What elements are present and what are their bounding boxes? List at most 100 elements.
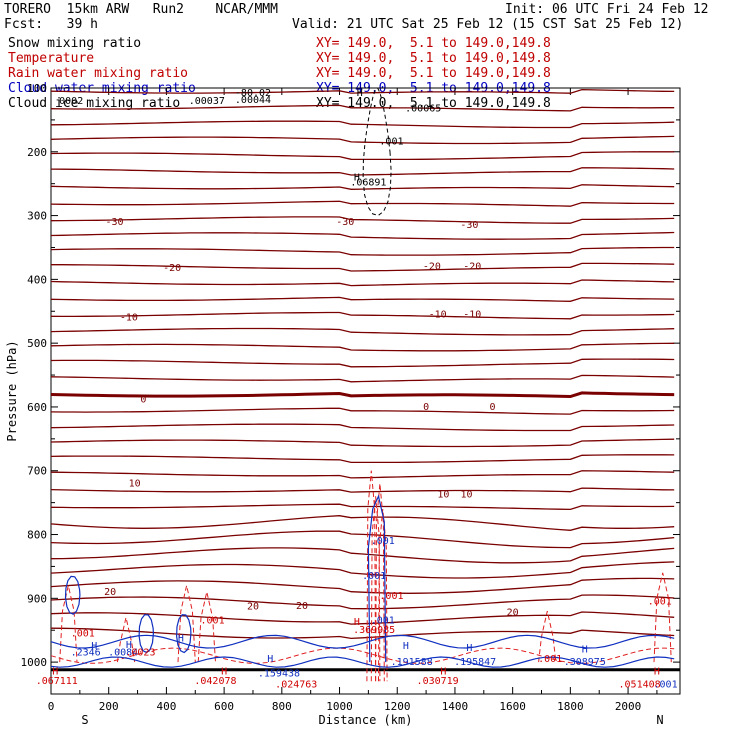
valid-time: Valid: 21 UTC Sat 25 Feb 12 (15 CST Sat … [292,17,684,32]
field-value-label: .001 [379,591,403,602]
field-value-label: .2346 [71,648,101,659]
isotherm-line [50,515,675,531]
x-tick-label: 1800 [557,700,584,713]
isotherm-line [50,530,675,549]
field-value-label: .001 [71,628,95,639]
field-value-label: .001 [362,571,386,582]
x-tick-label: 600 [214,700,234,713]
x-tick-label: 200 [99,700,119,713]
isotherm-line [50,120,675,129]
max-marker: H [654,667,660,678]
max-marker: H [403,641,409,652]
max-marker: H [466,643,472,654]
isotherm-line [50,231,675,240]
isotherm-line [50,216,675,224]
isotherm-label: -10 [120,313,138,324]
field-value-label: .001 [201,616,225,627]
isotherm-line [50,577,675,594]
isotherm-line [50,487,675,493]
isotherm-label: 0 [489,402,495,413]
field-value-label: .00065 [405,103,441,114]
x-tick-label: 2000 [615,700,642,713]
isotherm-line [50,296,675,302]
y-tick-label: 800 [27,529,47,542]
cloud-water-cell [64,575,81,615]
rain-contour [177,585,196,663]
x-tick-label: 1400 [442,700,469,713]
cloud-water-cell [175,614,192,654]
max-marker: H [582,644,588,655]
isotherm-label: 20 [507,607,519,618]
isotherm-label: -20 [463,262,481,273]
isotherm-label: -30 [460,220,478,231]
field-value-label: .001 [371,616,395,627]
isotherm-label: 10 [437,489,449,500]
south-label: S [81,713,88,727]
field-value-label: .051408 [619,679,661,690]
isotherm-label: 0 [140,394,146,405]
isotherm-line [50,358,675,368]
y-tick-label: 400 [27,273,47,286]
max-marker: H [354,172,360,183]
isotherm-line [50,311,675,320]
field-value-label: -80.02 [235,88,271,99]
cloud-ice-contour [362,87,392,216]
field-value-label: .159438 [258,669,300,680]
rain-contour [378,508,388,682]
x-tick-label: 400 [156,700,176,713]
max-marker: H [354,617,360,628]
cloud-water-tower [367,494,387,663]
field-value-label: .00044 [235,95,271,106]
y-tick-label: 500 [27,337,47,350]
y-tick-label: 200 [27,146,47,159]
isotherm-label: 10 [129,478,141,489]
isotherm-label: 20 [104,587,116,598]
isotherm-line [50,561,675,579]
isotherm-line [50,327,675,336]
x-tick-label: 1200 [384,700,411,713]
legend-rain: Rain water mixing ratio [8,66,189,81]
isotherm-line [50,547,675,564]
x-axis-title: Distance (km) [319,713,413,727]
field-value-label: .042078 [194,676,236,687]
legend-rain-xy: XY= 149.0, 5.1 to 149.0,149.8 [316,66,551,81]
field-value-label: .001 [654,679,678,690]
isotherm-line [50,104,675,112]
x-tick-label: 1000 [326,700,353,713]
isotherm-label: 20 [247,602,259,613]
isotherm-label: -20 [423,262,441,273]
isotherm-label: -20 [163,263,181,274]
y-tick-label: 300 [27,210,47,223]
field-value-label: .024763 [275,679,317,690]
plot-frame [50,87,681,695]
y-tick-label: 600 [27,401,47,414]
legend-temperature-xy: XY= 149.0, 5.1 to 149.0,149.8 [316,51,551,66]
isotherm-label: -30 [105,217,123,228]
isotherm-line [50,151,675,161]
rain-contour [116,617,136,663]
isotherm-line [50,438,675,448]
field-value-label: .001 [379,137,403,148]
isotherm-label: -10 [463,309,481,320]
isotherm-line [50,342,675,352]
max-marker: H [52,667,58,678]
y-tick-label: 900 [27,592,47,605]
field-value-label: .191588 [391,657,433,668]
field-value-label: 0002 [59,96,83,107]
legend-cloud-ice: Cloud ice mixing ratio [8,96,181,111]
rain-contour [366,470,377,682]
isotherm-line [50,135,675,145]
isotherm-label: -10 [429,309,447,320]
isotherm-label: -30 [336,217,354,228]
isotherm-line [50,184,675,190]
rain-contour [375,483,385,682]
max-marker: H [357,88,363,99]
isotherm-line [50,246,675,256]
max-marker: H [91,641,97,652]
field-value-label: .0084 [108,648,138,659]
isotherm-line [50,454,675,464]
field-value-label: .001 [648,597,672,608]
cloud-water-cell [138,614,155,654]
y-tick-label: 700 [27,465,47,478]
